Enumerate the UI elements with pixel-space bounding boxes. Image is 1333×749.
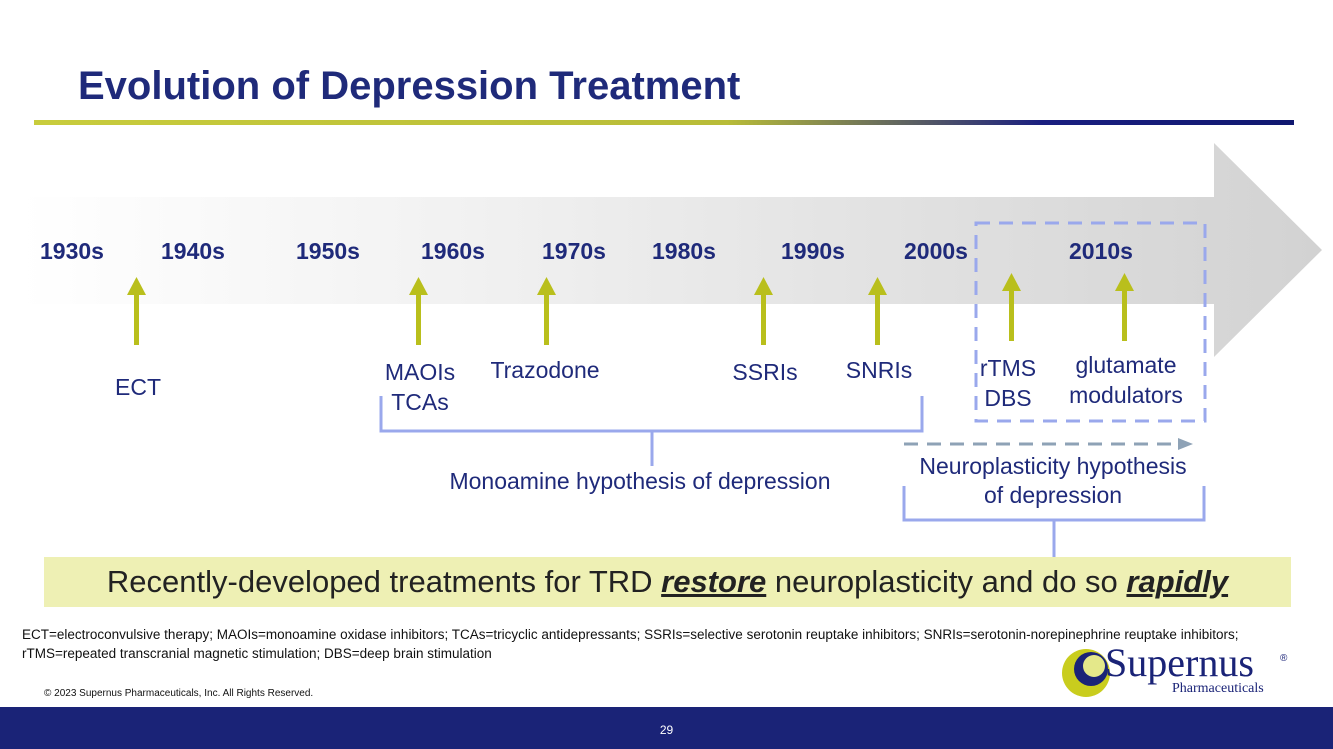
neuroplasticity-bracket <box>902 486 1206 557</box>
arrow-up-ect <box>127 277 146 345</box>
page-number: 29 <box>659 723 674 737</box>
year-label: 1930s <box>40 238 104 264</box>
banner-emphasis-rapidly: rapidly <box>1126 564 1229 599</box>
treatment-ect: ECT <box>115 374 161 400</box>
neuroplasticity-dashed-box <box>974 221 1207 423</box>
year-label: 1990s <box>781 238 845 264</box>
banner-text-part2: neuroplasticity and do so <box>766 564 1127 599</box>
treatment-trazodone: Trazodone <box>490 357 600 383</box>
arrow-up-rtms <box>1002 273 1021 341</box>
footer-bar: 29 <box>0 707 1333 749</box>
abbreviations-footnote: ECT=electroconvulsive therapy; MAOIs=mon… <box>22 627 1239 661</box>
arrow-up-snris <box>868 277 887 345</box>
year-label: 2010s <box>1069 238 1133 264</box>
arrow-up-glutamate <box>1115 273 1134 341</box>
neuroplasticity-hypothesis-label-line1: Neuroplasticity hypothesis <box>919 453 1187 479</box>
arrow-up-maois <box>409 277 428 345</box>
year-label: 1950s <box>296 238 360 264</box>
neuroplasticity-hypothesis-label-line2: of depression <box>983 482 1123 508</box>
year-label: 1940s <box>161 238 225 264</box>
treatment-snris: SNRIs <box>845 357 913 383</box>
year-label: 1970s <box>542 238 606 264</box>
banner-emphasis-restore: restore <box>661 564 767 599</box>
treatment-glutamate: glutamate <box>1075 352 1177 378</box>
monoamine-bracket <box>379 396 924 466</box>
logo-registered-mark: ® <box>1280 653 1288 664</box>
treatment-maois: MAOIs <box>384 359 456 385</box>
arrow-up-ssris <box>754 277 773 345</box>
treatment-ssris: SSRIs <box>732 359 798 385</box>
monoamine-hypothesis-label: Monoamine hypothesis of depression <box>449 468 831 494</box>
supernus-logo: Supernus Pharmaceuticals ® <box>1060 640 1300 700</box>
year-label: 1980s <box>652 238 716 264</box>
treatment-modulators: modulators <box>1069 382 1183 408</box>
treatment-tcas: TCAs <box>391 389 449 415</box>
slide-title: Evolution of Depression Treatment <box>78 64 741 108</box>
neuroplasticity-dashed-arrow <box>904 438 1193 450</box>
timeline-arrow <box>20 143 1322 357</box>
key-message-text: Recently-developed treatments for TRD re… <box>44 564 1291 600</box>
banner-text-part1: Recently-developed treatments for TRD <box>106 564 662 599</box>
treatment-dbs: DBS <box>984 385 1032 411</box>
treatment-rtms: rTMS <box>979 355 1037 381</box>
year-label: 1960s <box>421 238 485 264</box>
year-label: 2000s <box>904 238 968 264</box>
copyright-notice: © 2023 Supernus Pharmaceuticals, Inc. Al… <box>44 688 314 699</box>
key-message-banner: Recently-developed treatments for TRD re… <box>44 557 1291 607</box>
logo-subtitle: Pharmaceuticals <box>1172 681 1264 696</box>
logo-emblem-icon <box>1062 649 1110 697</box>
logo-wordmark: Supernus <box>1105 640 1254 685</box>
arrow-up-trazodone <box>537 277 556 345</box>
title-divider <box>34 120 1294 125</box>
